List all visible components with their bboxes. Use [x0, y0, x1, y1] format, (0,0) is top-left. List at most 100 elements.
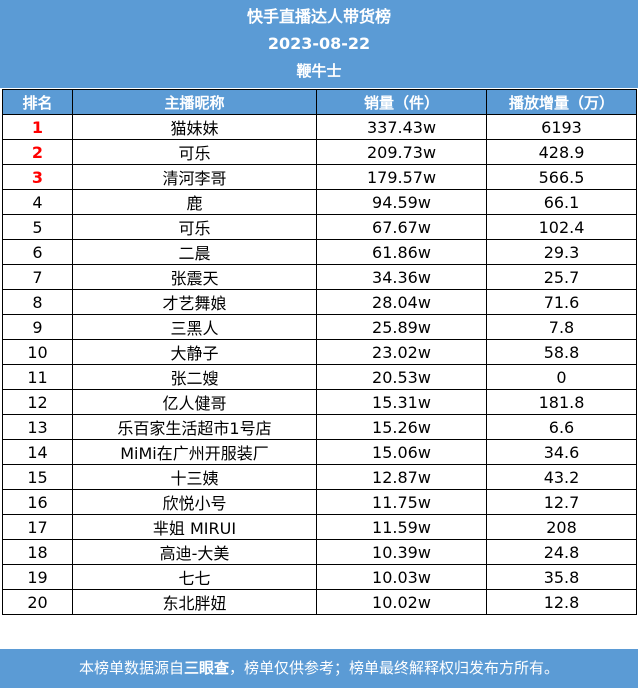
cell-sales: 10.39w	[316, 539, 487, 565]
cell-name: 二晨	[72, 239, 317, 265]
cell-name: 可乐	[72, 214, 317, 240]
cell-sales: 10.03w	[316, 564, 487, 590]
cell-sales: 94.59w	[316, 189, 487, 215]
table-row: 18 高迪-大美 10.39w 24.8	[2, 539, 637, 565]
cell-name: 乐百家生活超市1号店	[72, 414, 317, 440]
cell-sales: 11.59w	[316, 514, 487, 540]
cell-sales: 337.43w	[316, 114, 487, 140]
cell-sales: 15.31w	[316, 389, 487, 415]
cell-views: 58.8	[486, 339, 637, 365]
table-row: 17 芈姐 MIRUI 11.59w 208	[2, 514, 637, 540]
table-row: 19 七七 10.03w 35.8	[2, 564, 637, 590]
column-header-views: 播放增量（万）	[486, 89, 637, 115]
cell-views: 43.2	[486, 464, 637, 490]
cell-rank: 2	[2, 139, 73, 165]
cell-rank: 19	[2, 564, 73, 590]
table-row: 4 鹿 94.59w 66.1	[2, 189, 637, 215]
cell-name: MiMi在广州开服装厂	[72, 439, 317, 465]
cell-rank: 4	[2, 189, 73, 215]
table-header-row: 排名 主播昵称 销量（件） 播放增量（万）	[2, 89, 637, 115]
cell-views: 29.3	[486, 239, 637, 265]
table-row: 10 大静子 23.02w 58.8	[2, 339, 637, 365]
table-row: 9 三黑人 25.89w 7.8	[2, 314, 637, 340]
table-row: 7 张震天 34.36w 25.7	[2, 264, 637, 290]
cell-sales: 67.67w	[316, 214, 487, 240]
column-header-sales: 销量（件）	[316, 89, 487, 115]
cell-views: 428.9	[486, 139, 637, 165]
table-row: 12 亿人健哥 15.31w 181.8	[2, 389, 637, 415]
cell-sales: 10.02w	[316, 589, 487, 615]
cell-views: 12.8	[486, 589, 637, 615]
cell-views: 566.5	[486, 164, 637, 190]
table-row: 8 才艺舞娘 28.04w 71.6	[2, 289, 637, 315]
cell-rank: 8	[2, 289, 73, 315]
cell-name: 才艺舞娘	[72, 289, 317, 315]
table-row: 14 MiMi在广州开服装厂 15.06w 34.6	[2, 439, 637, 465]
cell-views: 66.1	[486, 189, 637, 215]
table-row: 1 猫妹妹 337.43w 6193	[2, 114, 637, 140]
cell-views: 12.7	[486, 489, 637, 515]
table-row: 13 乐百家生活超市1号店 15.26w 6.6	[2, 414, 637, 440]
table-row: 20 东北胖妞 10.02w 12.8	[2, 589, 637, 615]
cell-rank: 17	[2, 514, 73, 540]
cell-rank: 9	[2, 314, 73, 340]
cell-sales: 28.04w	[316, 289, 487, 315]
cell-name: 大静子	[72, 339, 317, 365]
footer-prefix: 本榜单数据源自	[78, 659, 184, 677]
cell-rank: 1	[2, 114, 73, 140]
cell-sales: 61.86w	[316, 239, 487, 265]
table-row: 6 二晨 61.86w 29.3	[2, 239, 637, 265]
cell-rank: 5	[2, 214, 73, 240]
cell-rank: 11	[2, 364, 73, 390]
cell-views: 34.6	[486, 439, 637, 465]
cell-rank: 13	[2, 414, 73, 440]
cell-name: 十三姨	[72, 464, 317, 490]
cell-name: 可乐	[72, 139, 317, 165]
cell-rank: 16	[2, 489, 73, 515]
cell-sales: 11.75w	[316, 489, 487, 515]
column-header-rank: 排名	[2, 89, 73, 115]
cell-name: 欣悦小号	[72, 489, 317, 515]
page-source: 鞭牛士	[296, 62, 342, 80]
page-title: 快手直播达人带货榜	[246, 7, 391, 26]
cell-rank: 3	[2, 164, 73, 190]
table-row: 3 清河李哥 179.57w 566.5	[2, 164, 637, 190]
cell-name: 高迪-大美	[72, 539, 317, 565]
cell-views: 208	[486, 514, 637, 540]
footer-suffix: ，榜单仅供参考；榜单最终解释权归发布方所有。	[229, 659, 560, 677]
cell-views: 6193	[486, 114, 637, 140]
cell-name: 亿人健哥	[72, 389, 317, 415]
cell-name: 东北胖妞	[72, 589, 317, 615]
title-banner: 快手直播达人带货榜 2023-08-22 鞭牛士	[0, 0, 638, 88]
cell-rank: 7	[2, 264, 73, 290]
cell-views: 35.8	[486, 564, 637, 590]
cell-name: 鹿	[72, 189, 317, 215]
cell-name: 七七	[72, 564, 317, 590]
table-row: 2 可乐 209.73w 428.9	[2, 139, 637, 165]
cell-sales: 209.73w	[316, 139, 487, 165]
page-date: 2023-08-22	[267, 34, 371, 53]
cell-views: 102.4	[486, 214, 637, 240]
cell-sales: 34.36w	[316, 264, 487, 290]
cell-views: 6.6	[486, 414, 637, 440]
cell-rank: 15	[2, 464, 73, 490]
cell-name: 张二嫂	[72, 364, 317, 390]
cell-rank: 10	[2, 339, 73, 365]
cell-sales: 23.02w	[316, 339, 487, 365]
cell-views: 71.6	[486, 289, 637, 315]
cell-views: 0	[486, 364, 637, 390]
cell-rank: 6	[2, 239, 73, 265]
cell-views: 25.7	[486, 264, 637, 290]
cell-rank: 18	[2, 539, 73, 565]
cell-sales: 12.87w	[316, 464, 487, 490]
cell-sales: 20.53w	[316, 364, 487, 390]
table-row: 16 欣悦小号 11.75w 12.7	[2, 489, 637, 515]
cell-views: 7.8	[486, 314, 637, 340]
cell-sales: 15.06w	[316, 439, 487, 465]
table-row: 11 张二嫂 20.53w 0	[2, 364, 637, 390]
cell-sales: 179.57w	[316, 164, 487, 190]
cell-name: 清河李哥	[72, 164, 317, 190]
table-row: 15 十三姨 12.87w 43.2	[2, 464, 637, 490]
footer-disclaimer: 本榜单数据源自三眼查，榜单仅供参考；榜单最终解释权归发布方所有。	[0, 649, 638, 688]
